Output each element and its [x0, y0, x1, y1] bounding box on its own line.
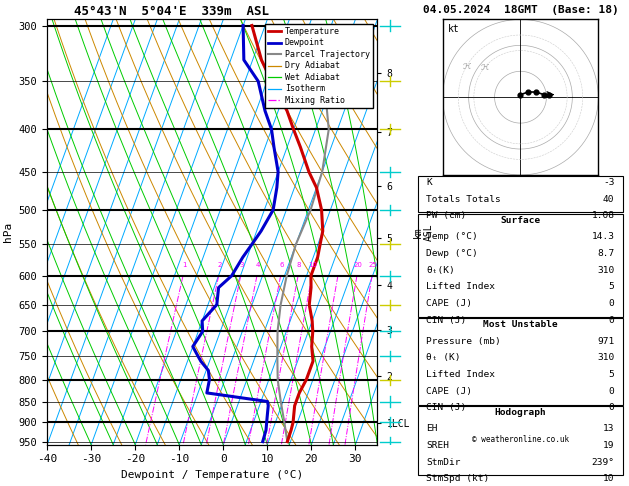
Text: 0: 0	[609, 403, 615, 413]
Text: θₜ(K): θₜ(K)	[426, 265, 455, 275]
Text: 4: 4	[256, 261, 260, 268]
Text: 10: 10	[309, 261, 318, 268]
Text: 1: 1	[182, 261, 187, 268]
Text: kt: kt	[447, 24, 459, 34]
Text: Surface: Surface	[501, 216, 540, 225]
Text: 10: 10	[603, 474, 615, 484]
Text: 45°43'N  5°04'E  339m  ASL: 45°43'N 5°04'E 339m ASL	[74, 5, 269, 18]
Text: Most Unstable: Most Unstable	[483, 320, 558, 330]
Point	[516, 91, 526, 99]
Point	[523, 88, 533, 96]
Text: ℋ: ℋ	[481, 63, 489, 72]
Y-axis label: hPa: hPa	[3, 222, 13, 242]
Text: 40: 40	[603, 195, 615, 204]
Text: 0: 0	[609, 387, 615, 396]
Point	[544, 91, 554, 99]
Text: 239°: 239°	[591, 458, 615, 467]
Text: EH: EH	[426, 424, 438, 433]
Text: Temp (°C): Temp (°C)	[426, 232, 478, 241]
Text: ℋ: ℋ	[462, 62, 470, 70]
Text: Lifted Index: Lifted Index	[426, 282, 496, 291]
Text: 8: 8	[297, 261, 301, 268]
Text: θₜ (K): θₜ (K)	[426, 353, 461, 362]
Point	[539, 91, 549, 99]
Text: StmSpd (kt): StmSpd (kt)	[426, 474, 490, 484]
Text: 0: 0	[609, 316, 615, 325]
Y-axis label: km
ASL: km ASL	[413, 223, 434, 241]
Text: Pressure (mb): Pressure (mb)	[426, 336, 501, 346]
Text: CAPE (J): CAPE (J)	[426, 387, 472, 396]
Text: 310: 310	[598, 265, 615, 275]
Point	[531, 88, 541, 96]
Text: CAPE (J): CAPE (J)	[426, 299, 472, 308]
Text: 13: 13	[603, 424, 615, 433]
Text: 04.05.2024  18GMT  (Base: 18): 04.05.2024 18GMT (Base: 18)	[423, 4, 618, 15]
Text: Lifted Index: Lifted Index	[426, 370, 496, 379]
Text: 5: 5	[609, 282, 615, 291]
Legend: Temperature, Dewpoint, Parcel Trajectory, Dry Adiabat, Wet Adiabat, Isotherm, Mi: Temperature, Dewpoint, Parcel Trajectory…	[265, 24, 373, 108]
Text: 3: 3	[240, 261, 244, 268]
Text: Dewp (°C): Dewp (°C)	[426, 249, 478, 258]
Text: 14.3: 14.3	[591, 232, 615, 241]
Text: Totals Totals: Totals Totals	[426, 195, 501, 204]
Text: CIN (J): CIN (J)	[426, 403, 467, 413]
Text: 19: 19	[603, 441, 615, 450]
X-axis label: Dewpoint / Temperature (°C): Dewpoint / Temperature (°C)	[121, 470, 303, 480]
Text: 310: 310	[598, 353, 615, 362]
Text: 2: 2	[218, 261, 222, 268]
Text: SREH: SREH	[426, 441, 450, 450]
Text: 8.7: 8.7	[598, 249, 615, 258]
Text: 971: 971	[598, 336, 615, 346]
Text: StmDir: StmDir	[426, 458, 461, 467]
Text: CIN (J): CIN (J)	[426, 316, 467, 325]
Text: 1.08: 1.08	[591, 211, 615, 220]
Text: 6: 6	[279, 261, 284, 268]
Text: -3: -3	[603, 178, 615, 187]
Text: 20: 20	[353, 261, 362, 268]
Text: K: K	[426, 178, 432, 187]
Text: Hodograph: Hodograph	[494, 408, 547, 417]
Text: 5: 5	[609, 370, 615, 379]
Text: 0: 0	[609, 299, 615, 308]
Text: © weatheronline.co.uk: © weatheronline.co.uk	[472, 435, 569, 444]
Text: 25: 25	[369, 261, 377, 268]
Text: PW (cm): PW (cm)	[426, 211, 467, 220]
